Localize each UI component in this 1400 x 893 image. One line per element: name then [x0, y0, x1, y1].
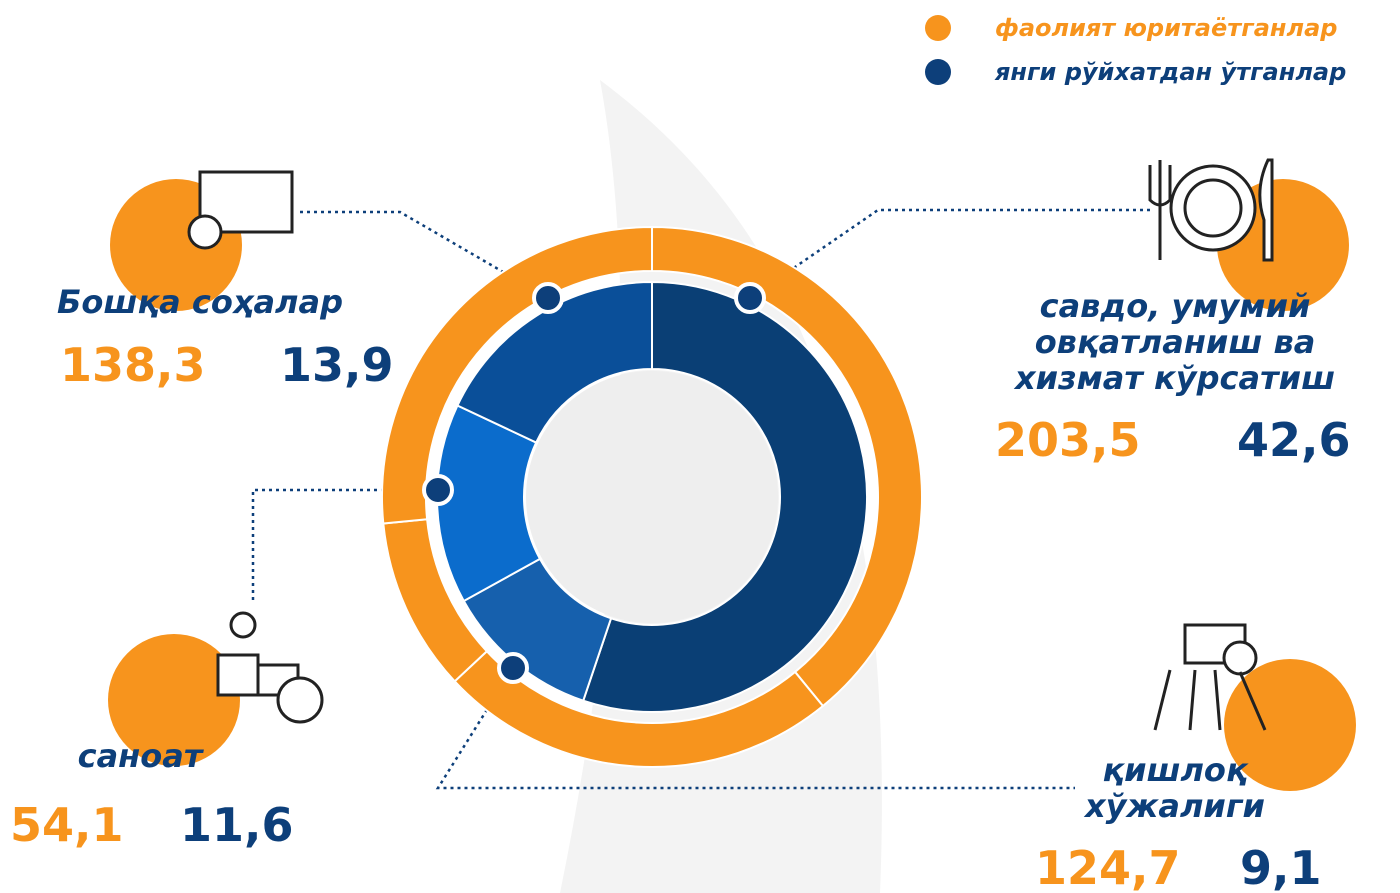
connector-dot	[532, 282, 564, 314]
connectors	[251, 208, 1150, 790]
icon-factory	[216, 653, 260, 697]
legend-label: фаолият юритаётганлар	[995, 14, 1338, 42]
value-label: 9,1	[1240, 841, 1322, 893]
connector-dot	[497, 652, 529, 684]
value-label: 11,6	[180, 798, 294, 852]
value-label: 13,9	[280, 338, 394, 392]
legend-label: янги рўйхатдан ўтганлар	[995, 58, 1347, 86]
value-label: 124,7	[1035, 841, 1181, 893]
donut-hole	[526, 371, 778, 623]
icon-fork	[1148, 160, 1172, 260]
connector-dot	[422, 474, 454, 506]
value-label: 138,3	[60, 338, 206, 392]
icon-gear	[187, 214, 223, 250]
value-label: 203,5	[995, 413, 1141, 467]
value-label: 42,6	[1237, 413, 1351, 467]
connector	[300, 210, 549, 300]
icon-field	[1153, 669, 1267, 731]
donut-segment	[581, 280, 868, 713]
category-label: Бошқа соҳалар	[57, 283, 343, 321]
category-label: саноат	[77, 737, 203, 775]
icon-wheel	[1222, 640, 1258, 676]
donut-segment	[456, 280, 653, 444]
icon-smoke	[229, 611, 257, 639]
value-label: 54,1	[10, 798, 124, 852]
decor-circle	[108, 634, 240, 766]
connector	[251, 488, 438, 600]
icon-gear	[276, 676, 324, 724]
connector-dot	[734, 282, 766, 314]
icon-plate	[1183, 178, 1243, 238]
connector	[435, 667, 1075, 790]
legend-marker	[925, 59, 951, 85]
icon-knife	[1258, 158, 1274, 262]
donut-segment	[381, 225, 653, 525]
decor-circle	[1224, 659, 1356, 791]
category-label: қишлоқ хўжалиги	[1085, 751, 1265, 825]
category-label: савдо, умумий овқатланиш ва хизмат кўрса…	[1014, 287, 1336, 397]
legend-marker	[925, 15, 951, 41]
icons	[187, 158, 1274, 731]
